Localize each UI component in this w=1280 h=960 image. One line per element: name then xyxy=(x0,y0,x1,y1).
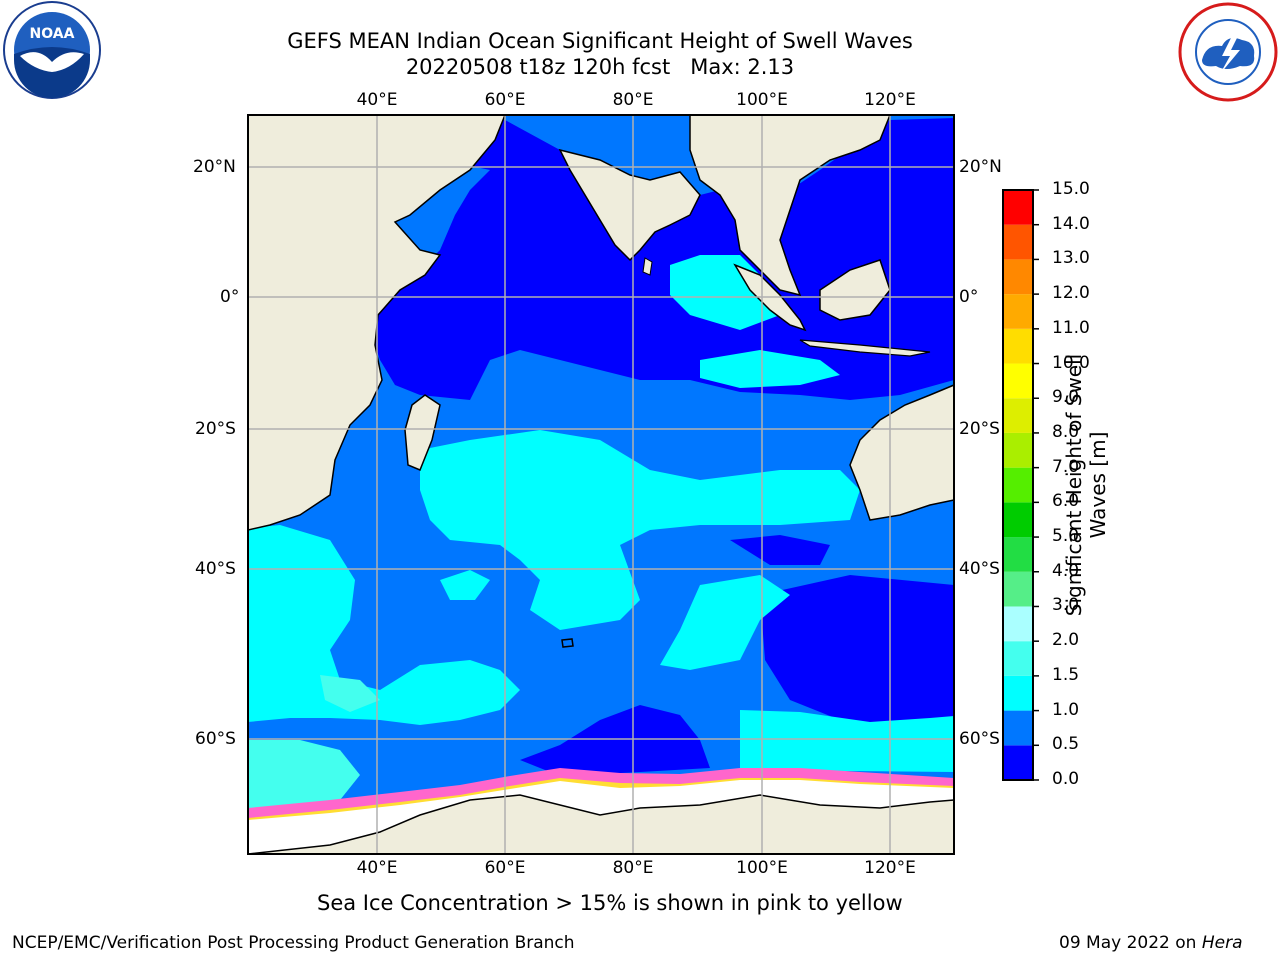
lat-label-right-40s: 40°S xyxy=(959,559,1000,579)
lon-label-top-80e: 80°E xyxy=(612,90,654,110)
colorbar-segment xyxy=(1003,675,1033,711)
colorbar-segment xyxy=(1003,259,1033,295)
colorbar-tick-label: 2.0 xyxy=(1052,630,1080,651)
colorbar-segment xyxy=(1003,710,1033,746)
colorbar-tick-label: 3.0 xyxy=(1052,595,1080,616)
swell-band-mid-southwest xyxy=(248,525,520,725)
swell-band-mid-south xyxy=(740,710,954,772)
land-borneo xyxy=(819,259,891,321)
colorbar-tick-label: 9.0 xyxy=(1052,387,1080,408)
noaa-logo: NOAA xyxy=(0,0,104,104)
colorbar-segment xyxy=(1003,537,1033,572)
colorbar-tick-label: 14.0 xyxy=(1052,213,1090,234)
lat-label-left-40s: 40°S xyxy=(195,559,236,579)
colorbar-segment xyxy=(1003,745,1033,780)
colorbar-tick-label: 0.5 xyxy=(1052,734,1080,755)
lon-label-top-120e: 120°E xyxy=(864,90,916,110)
map-title-line1: GEFS MEAN Indian Ocean Significant Heigh… xyxy=(287,29,913,53)
noaa-logo-text: NOAA xyxy=(30,26,75,42)
nws-logo xyxy=(1176,0,1280,104)
colorbar-segment xyxy=(1003,294,1033,329)
swell-band-mid-eq xyxy=(700,350,840,388)
colorbar-segment xyxy=(1003,571,1033,607)
footer-date-text: 09 May 2022 on xyxy=(1059,933,1202,953)
lon-label-top-40e: 40°E xyxy=(356,90,398,110)
lon-label-top-60e: 60°E xyxy=(484,90,526,110)
colorbar xyxy=(1002,189,1039,781)
colorbar-tick-label: 15.0 xyxy=(1052,179,1090,199)
map-field xyxy=(248,115,954,854)
sea-ice-caption: Sea Ice Concentration > 15% is shown in … xyxy=(317,891,903,915)
swell-band-low-east xyxy=(760,575,954,725)
colorbar-title: Significant Height of Swell Waves [m] xyxy=(1062,335,1110,635)
land-java xyxy=(799,339,931,357)
lat-label-right-60s: 60°S xyxy=(959,729,1000,749)
swell-band-low-sst xyxy=(730,535,830,565)
colorbar-segment xyxy=(1003,606,1033,642)
colorbar-tick-label: 6.0 xyxy=(1052,491,1080,512)
colorbar-segment xyxy=(1003,641,1033,676)
swell-band-mid-central xyxy=(420,430,860,630)
colorbar-tick-label: 1.0 xyxy=(1052,699,1080,720)
colorbar-tick-label: 7.0 xyxy=(1052,456,1080,477)
swell-band-low-south xyxy=(520,705,710,776)
colorbar-tick-label: 10.0 xyxy=(1052,352,1090,373)
lon-label-bottom-120e: 120°E xyxy=(864,858,916,878)
colorbar-segment xyxy=(1003,398,1033,433)
colorbar-tick-label: 8.0 xyxy=(1052,421,1080,442)
land-kerguelen xyxy=(561,638,574,648)
colorbar-tick-label: 0.0 xyxy=(1052,769,1080,789)
colorbar-segment xyxy=(1003,224,1033,260)
footer-credit: NCEP/EMC/Verification Post Processing Pr… xyxy=(12,933,575,953)
colorbar-segment xyxy=(1003,190,1033,225)
land-madagascar xyxy=(404,394,441,471)
colorbar-tick-label: 1.5 xyxy=(1052,664,1080,685)
lat-label-left-20s: 20°S xyxy=(195,419,236,439)
map-frame xyxy=(247,114,955,855)
colorbar-frame xyxy=(1002,189,1034,781)
colorbar-tick-label: 11.0 xyxy=(1052,317,1090,338)
footer-host: Hera xyxy=(1201,933,1243,953)
colorbar-segment xyxy=(1003,363,1033,399)
colorbar-tick-label: 13.0 xyxy=(1052,248,1090,269)
swell-band-mid-southeast xyxy=(660,575,790,670)
colorbar-segment xyxy=(1003,467,1033,503)
swell-band-high-patch xyxy=(320,675,380,712)
colorbar-tick-label: 12.0 xyxy=(1052,283,1090,304)
colorbar-tick-label: 5.0 xyxy=(1052,526,1080,547)
land-india xyxy=(558,148,701,262)
lat-label-right-0: 0° xyxy=(959,287,979,307)
colorbar-segment xyxy=(1003,328,1033,364)
colorbar-segment xyxy=(1003,432,1033,468)
land-antarctica xyxy=(248,794,954,854)
lat-label-left-20n: 20°N xyxy=(193,157,236,177)
map-gridlines xyxy=(248,115,954,854)
lat-label-left-0: 0° xyxy=(220,287,240,307)
lat-label-right-20n: 20°N xyxy=(959,157,1002,177)
swell-band-low-north xyxy=(250,118,954,400)
swell-band-mid-patch xyxy=(440,570,490,600)
lon-label-top-100e: 100°E xyxy=(736,90,788,110)
lon-label-bottom-40e: 40°E xyxy=(356,858,398,878)
lon-label-bottom-60e: 60°E xyxy=(484,858,526,878)
lat-label-left-60s: 60°S xyxy=(195,729,236,749)
land-sri-lanka xyxy=(642,257,653,276)
lon-label-bottom-100e: 100°E xyxy=(736,858,788,878)
colorbar-segment xyxy=(1003,502,1033,538)
land-southeast-asia xyxy=(689,115,891,297)
colorbar-tick-label: 4.0 xyxy=(1052,560,1080,581)
map-title-line2: 20220508 t18z 120h fcst Max: 2.13 xyxy=(405,55,795,79)
land-australia xyxy=(849,384,954,521)
footer-date: 09 May 2022 on Hera xyxy=(1059,933,1243,953)
colorbar-title-line1: Significant Height of Swell xyxy=(1062,353,1086,617)
colorbar-title-line2: Waves [m] xyxy=(1086,431,1110,539)
lat-label-right-20s: 20°S xyxy=(959,419,1000,439)
lon-label-bottom-80e: 80°E xyxy=(612,858,654,878)
swell-band-high-southwest xyxy=(248,740,360,810)
